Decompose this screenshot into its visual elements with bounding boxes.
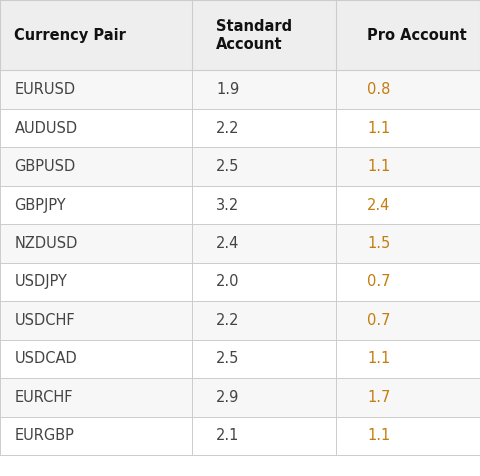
- Bar: [192, 340, 336, 378]
- Bar: [192, 378, 336, 416]
- Bar: [0, 0, 192, 70]
- Bar: [336, 416, 480, 455]
- Bar: [0, 109, 192, 148]
- Text: USDJPY: USDJPY: [14, 275, 67, 289]
- Bar: [336, 340, 480, 378]
- Bar: [0, 378, 192, 416]
- Text: 1.7: 1.7: [367, 390, 391, 405]
- Text: GBPJPY: GBPJPY: [14, 198, 66, 213]
- Bar: [336, 70, 480, 109]
- Text: 2.9: 2.9: [216, 390, 240, 405]
- Bar: [336, 148, 480, 186]
- Text: 0.8: 0.8: [367, 82, 391, 97]
- Text: 1.5: 1.5: [367, 236, 390, 251]
- Bar: [0, 224, 192, 263]
- Text: EURUSD: EURUSD: [14, 82, 75, 97]
- Text: USDCHF: USDCHF: [14, 313, 75, 328]
- Bar: [0, 148, 192, 186]
- Bar: [0, 416, 192, 455]
- Bar: [192, 70, 336, 109]
- Text: Pro Account: Pro Account: [367, 28, 467, 43]
- Bar: [336, 186, 480, 224]
- Text: 2.4: 2.4: [367, 198, 391, 213]
- Text: 2.0: 2.0: [216, 275, 240, 289]
- Bar: [336, 109, 480, 148]
- Bar: [192, 186, 336, 224]
- Text: 1.1: 1.1: [367, 351, 390, 367]
- Bar: [192, 263, 336, 301]
- Text: NZDUSD: NZDUSD: [14, 236, 78, 251]
- Text: GBPUSD: GBPUSD: [14, 159, 76, 174]
- Bar: [192, 109, 336, 148]
- Bar: [192, 224, 336, 263]
- Bar: [336, 301, 480, 340]
- Text: 3.2: 3.2: [216, 198, 239, 213]
- Text: 2.2: 2.2: [216, 120, 240, 136]
- Text: Currency Pair: Currency Pair: [14, 28, 126, 43]
- Text: 0.7: 0.7: [367, 313, 391, 328]
- Bar: [336, 263, 480, 301]
- Bar: [192, 148, 336, 186]
- Bar: [0, 263, 192, 301]
- Text: AUDUSD: AUDUSD: [14, 120, 78, 136]
- Text: 1.1: 1.1: [367, 120, 390, 136]
- Bar: [0, 70, 192, 109]
- Text: EURCHF: EURCHF: [14, 390, 73, 405]
- Text: USDCAD: USDCAD: [14, 351, 77, 367]
- Bar: [0, 186, 192, 224]
- Text: 2.1: 2.1: [216, 428, 240, 443]
- Text: 1.9: 1.9: [216, 82, 239, 97]
- Bar: [336, 0, 480, 70]
- Text: 2.5: 2.5: [216, 159, 240, 174]
- Bar: [336, 378, 480, 416]
- Text: 2.5: 2.5: [216, 351, 240, 367]
- Bar: [336, 224, 480, 263]
- Bar: [192, 301, 336, 340]
- Bar: [192, 0, 336, 70]
- Text: 1.1: 1.1: [367, 159, 390, 174]
- Bar: [0, 340, 192, 378]
- Text: 0.7: 0.7: [367, 275, 391, 289]
- Text: 2.4: 2.4: [216, 236, 240, 251]
- Text: Standard
Account: Standard Account: [216, 19, 292, 52]
- Bar: [0, 301, 192, 340]
- Text: 2.2: 2.2: [216, 313, 240, 328]
- Text: 1.1: 1.1: [367, 428, 390, 443]
- Text: EURGBP: EURGBP: [14, 428, 74, 443]
- Bar: [192, 416, 336, 455]
